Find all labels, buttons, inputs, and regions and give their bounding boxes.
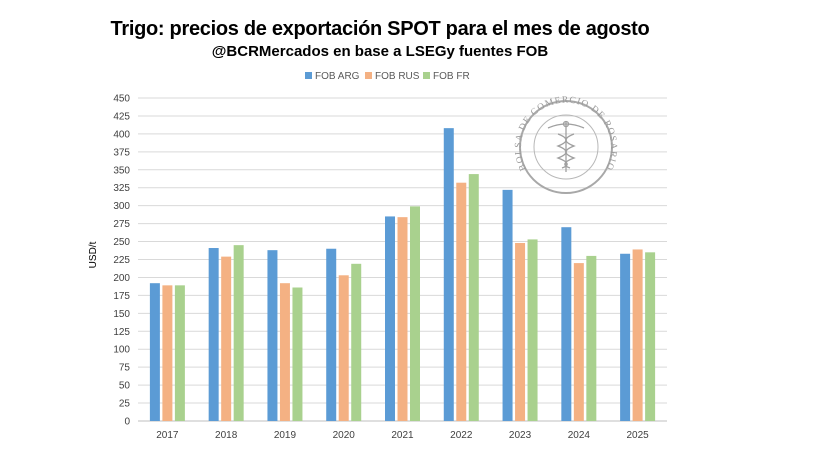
- bar-fob-arg-2021: [385, 216, 395, 421]
- bar-fob-rus-2019: [279, 283, 290, 421]
- y-axis-ticks: 0 25 50 75 100 125 150 175 200 225 250 275 300 325 350…: [113, 94, 130, 428]
- x-tick-label: 2018: [215, 430, 238, 441]
- legend: FOB ARG FOB RUS FOB FR: [305, 71, 470, 82]
- bar-fob-fr-2024: [586, 255, 597, 421]
- y-tick-label: 75: [119, 363, 131, 374]
- bar-fob-arg-2020: [326, 248, 337, 421]
- x-tick-label: 2017: [156, 430, 179, 441]
- legend-swatch: [423, 72, 430, 79]
- chart-subtitle: @BCRMercados en base a LSEGy fuentes FOB: [211, 43, 549, 60]
- y-axis-title: USD/t: [88, 241, 99, 268]
- y-tick-label: 250: [113, 237, 130, 248]
- caduceus-icon: [547, 120, 585, 172]
- x-tick-label: 2021: [391, 430, 414, 441]
- bar-fob-arg-2017: [149, 283, 160, 421]
- legend-label: FOB RUS: [375, 71, 420, 82]
- bar-fob-rus-2021: [397, 217, 408, 421]
- legend-swatch: [305, 72, 312, 79]
- y-tick-label: 150: [113, 309, 130, 320]
- y-tick-label: 25: [119, 399, 131, 410]
- legend-label: FOB FR: [433, 71, 470, 82]
- bar-fob-rus-2022: [456, 182, 467, 421]
- bar-fob-rus-2018: [221, 256, 232, 421]
- bar-fob-arg-2023: [502, 189, 513, 421]
- y-tick-label: 375: [113, 147, 130, 158]
- y-tick-label: 425: [113, 111, 130, 122]
- y-tick-label: 100: [113, 345, 130, 356]
- y-tick-label: 450: [113, 94, 130, 105]
- x-tick-label: 2023: [509, 430, 532, 441]
- bar-fob-rus-2020: [338, 275, 349, 421]
- bar-fob-fr-2019: [292, 287, 303, 421]
- bar-fob-fr-2023: [527, 239, 538, 421]
- x-tick-label: 2024: [568, 430, 591, 441]
- y-tick-label: 275: [113, 219, 130, 230]
- bar-fob-rus-2023: [515, 242, 526, 421]
- bar-fob-rus-2017: [162, 285, 173, 421]
- bcr-seal-watermark: BOLSA DE COMERCIO DE ROSARIO: [514, 96, 617, 194]
- y-tick-label: 125: [113, 327, 130, 338]
- y-tick-label: 200: [113, 273, 130, 284]
- bar-fob-fr-2018: [233, 245, 244, 421]
- bar-fob-fr-2025: [645, 252, 656, 421]
- bar-fob-arg-2024: [561, 227, 572, 421]
- bar-fob-fr-2022: [468, 174, 479, 421]
- y-tick-label: 175: [113, 291, 130, 302]
- bar-fob-fr-2020: [351, 263, 362, 421]
- y-tick-label: 400: [113, 129, 130, 140]
- x-tick-label: 2022: [450, 430, 473, 441]
- legend-swatch: [365, 72, 372, 79]
- bar-fob-rus-2025: [632, 249, 643, 421]
- y-tick-label: 225: [113, 255, 130, 266]
- x-tick-label: 2025: [626, 430, 649, 441]
- bar-fob-arg-2019: [267, 250, 278, 421]
- y-tick-label: 0: [124, 417, 130, 428]
- bar-fob-fr-2017: [174, 285, 185, 421]
- bar-fob-rus-2024: [573, 263, 584, 421]
- x-axis-ticks: 2017 2018 2019 2020 2021 2022 2023 2024 2025: [156, 430, 649, 441]
- bar-fob-arg-2018: [208, 248, 219, 421]
- y-tick-label: 300: [113, 201, 130, 212]
- x-tick-label: 2019: [274, 430, 297, 441]
- bar-fob-fr-2021: [410, 206, 420, 421]
- legend-label: FOB ARG: [315, 71, 360, 82]
- y-tick-label: 325: [113, 183, 130, 194]
- chart-title: Trigo: precios de exportación SPOT para …: [110, 18, 650, 40]
- x-tick-label: 2020: [333, 430, 356, 441]
- y-tick-label: 50: [119, 381, 131, 392]
- bars: [149, 128, 656, 421]
- bar-fob-arg-2022: [443, 128, 454, 421]
- y-tick-label: 350: [113, 165, 130, 176]
- bar-fob-arg-2025: [620, 253, 631, 421]
